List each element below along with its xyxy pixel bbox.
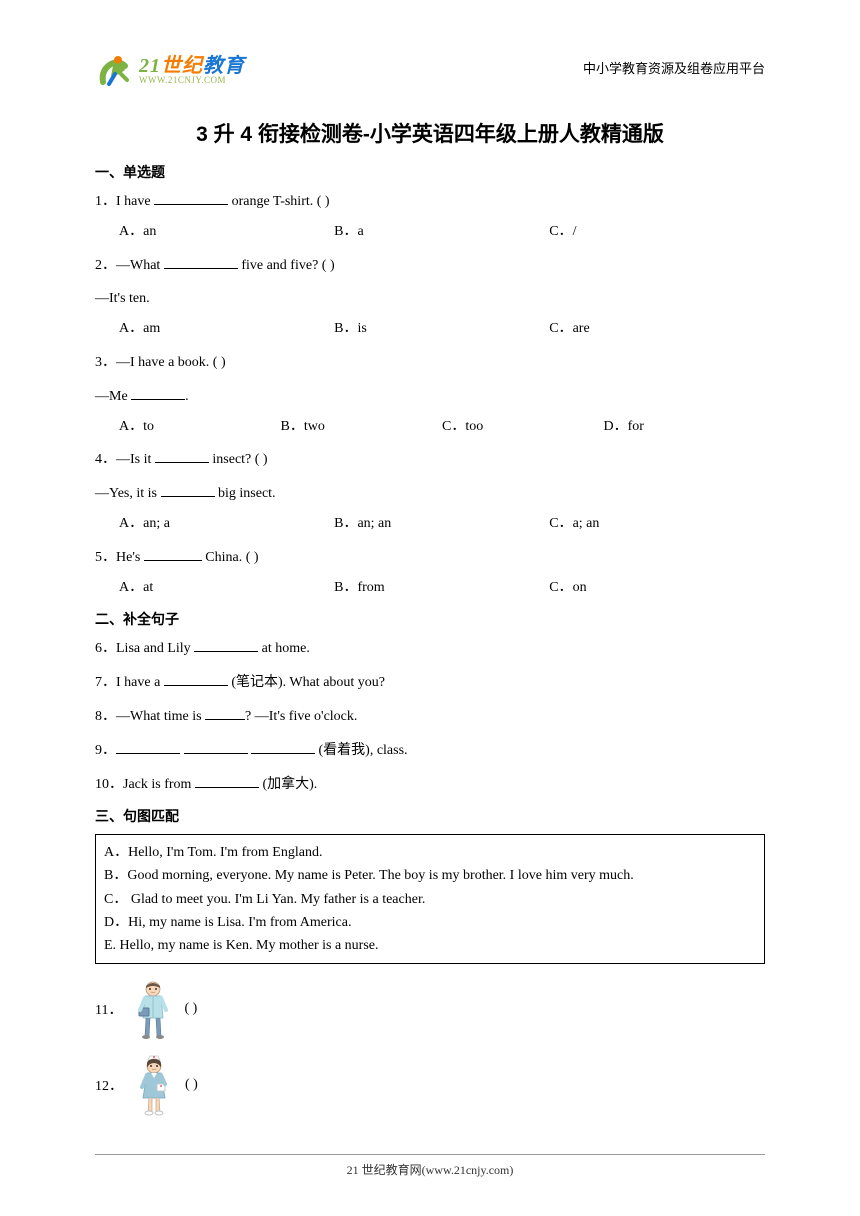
q2-opt-a: am (119, 317, 334, 341)
q5-options: at from on (95, 576, 765, 600)
q12-num: 12． (95, 1075, 123, 1095)
section-3-header: 三、句图匹配 (95, 806, 765, 826)
q3-opt-d: for (604, 415, 766, 439)
page-header: 21世纪教育 WWW.21CNJY.COM 中小学教育资源及组卷应用平台 (95, 50, 765, 90)
header-right-text: 中小学教育资源及组卷应用平台 (583, 58, 765, 77)
question-4: 4．—Is it insect? ( ) —Yes, it is big ins… (95, 448, 765, 535)
blank (154, 191, 228, 205)
logo-icon (95, 50, 135, 90)
question-9: 9． (看着我), class. (95, 739, 765, 763)
blank (131, 386, 185, 400)
q1-options: an a / (95, 220, 765, 244)
question-11: 11． ( ) (95, 978, 765, 1040)
question-8: 8．—What time is ? —It's five o'clock. (95, 705, 765, 729)
q12-paren: ( ) (185, 1077, 198, 1093)
q2-options: am is are (95, 317, 765, 341)
q1-opt-b: a (334, 220, 549, 244)
q4-opt-b: an; an (334, 512, 549, 536)
q4-opt-c: a; an (549, 512, 764, 536)
q1-opt-c: / (549, 220, 764, 244)
match-e: E. Hello, my name is Ken. My mother is a… (104, 934, 756, 957)
q4-opt-a: an; a (119, 512, 334, 536)
section-1-header: 一、单选题 (95, 162, 765, 182)
q1-text: 1．I have orange T-shirt. ( ) (95, 194, 330, 209)
q2-line2: —It's ten. (95, 287, 765, 311)
page: 21世纪教育 WWW.21CNJY.COM 中小学教育资源及组卷应用平台 3 升… (0, 0, 860, 1170)
question-3: 3．—I have a book. ( ) —Me . to two too f… (95, 351, 765, 438)
q4-options: an; a an; an a; an (95, 512, 765, 536)
q3-opt-b: two (281, 415, 443, 439)
blank (164, 255, 238, 269)
logo-sub-text: WWW.21CNJY.COM (139, 76, 245, 85)
question-2: 2．—What five and five? ( ) —It's ten. am… (95, 254, 765, 341)
q5-opt-c: on (549, 576, 764, 600)
logo-text: 21世纪教育 WWW.21CNJY.COM (139, 56, 245, 85)
blank (155, 449, 209, 463)
q3-opt-c: too (442, 415, 604, 439)
question-1: 1．I have orange T-shirt. ( ) an a / (95, 190, 765, 244)
section-2-header: 二、补全句子 (95, 609, 765, 629)
doctor-boy-icon (132, 978, 174, 1040)
q5-opt-b: from (334, 576, 549, 600)
nurse-girl-icon (133, 1054, 175, 1116)
question-5: 5．He's China. ( ) at from on (95, 546, 765, 600)
q2-opt-b: is (334, 317, 549, 341)
q1-opt-a: an (119, 220, 334, 244)
match-d: D．Hi, my name is Lisa. I'm from America. (104, 911, 756, 934)
q11-paren: ( ) (184, 1001, 197, 1017)
q2-opt-c: are (549, 317, 764, 341)
question-7: 7．I have a (笔记本). What about you? (95, 671, 765, 695)
q3-opt-a: to (119, 415, 281, 439)
q11-num: 11． (95, 999, 122, 1019)
page-footer: 21 世纪教育网(www.21cnjy.com) (95, 1154, 765, 1178)
blank (144, 547, 202, 561)
match-b: B．Good morning, everyone. My name is Pet… (104, 864, 756, 887)
question-12: 12． ( ) (95, 1054, 765, 1116)
match-c: C． Glad to meet you. I'm Li Yan. My fath… (104, 888, 756, 911)
match-a: A．Hello, I'm Tom. I'm from England. (104, 841, 756, 864)
q3-options: to two too for (95, 415, 765, 439)
question-10: 10．Jack is from (加拿大). (95, 773, 765, 797)
logo-main-text: 21世纪教育 (139, 56, 245, 76)
page-title: 3 升 4 衔接检测卷-小学英语四年级上册人教精通版 (95, 118, 765, 148)
match-box: A．Hello, I'm Tom. I'm from England. B．Go… (95, 834, 765, 963)
q5-opt-a: at (119, 576, 334, 600)
blank (161, 483, 215, 497)
question-6: 6．Lisa and Lily at home. (95, 637, 765, 661)
logo-block: 21世纪教育 WWW.21CNJY.COM (95, 50, 245, 90)
